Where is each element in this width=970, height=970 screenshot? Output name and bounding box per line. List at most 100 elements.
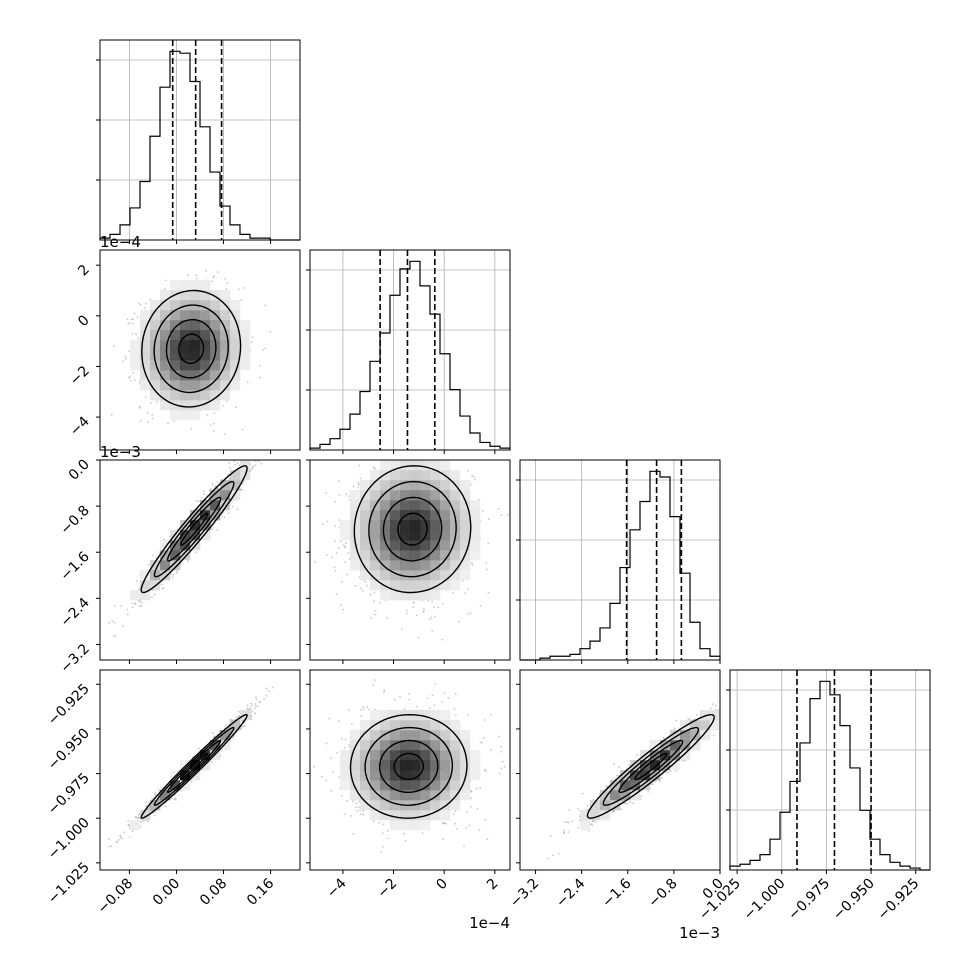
density-cell	[420, 500, 431, 511]
scatter-point	[340, 540, 342, 543]
density-cell	[210, 330, 221, 341]
density-cell	[350, 530, 361, 541]
histogram-step	[520, 470, 721, 661]
scatter-point	[129, 322, 132, 324]
scatter-point	[370, 617, 373, 619]
density-cell	[420, 550, 431, 561]
scatter-point	[138, 605, 141, 607]
density-cell	[400, 550, 411, 561]
marginal-panel-0	[96, 39, 301, 244]
density-cell	[190, 280, 201, 291]
density-cell	[440, 540, 451, 551]
density-cell	[170, 370, 181, 381]
density-cell	[470, 500, 481, 511]
density-cell	[140, 370, 151, 381]
density-cell	[410, 460, 421, 471]
density-cell	[430, 480, 441, 491]
density-cell	[190, 320, 201, 331]
density-cell	[440, 500, 451, 511]
scatter-point	[131, 602, 134, 605]
panel-content	[110, 270, 272, 435]
density-cell	[470, 540, 481, 551]
scatter-point	[340, 581, 343, 583]
density-cell	[220, 380, 231, 391]
density-cell	[210, 380, 221, 391]
density-cell	[380, 510, 391, 521]
density-cell	[180, 280, 191, 291]
scatter-point	[190, 427, 193, 430]
scatter-point	[338, 494, 341, 496]
density-cell	[370, 470, 381, 481]
scatter-point	[138, 407, 141, 409]
scatter-point	[225, 400, 228, 403]
contour-line	[368, 480, 457, 578]
density-cell	[160, 540, 171, 551]
density-cell	[350, 500, 361, 511]
scatter-point	[374, 613, 376, 616]
scatter-point	[401, 628, 403, 631]
density-cell	[190, 370, 201, 381]
scatter-point	[138, 588, 141, 590]
density-cell	[440, 580, 451, 591]
density-cell	[170, 390, 181, 401]
scatter-point	[345, 493, 347, 495]
density-cell	[200, 360, 211, 371]
density-cell	[460, 540, 471, 551]
scatter-point	[252, 336, 254, 339]
histogram-step	[729, 680, 930, 871]
density-cell	[220, 310, 231, 321]
density-cell	[400, 590, 411, 601]
scatter-point	[175, 571, 178, 574]
density-cell	[410, 510, 421, 521]
density-cell	[380, 550, 391, 561]
scatter-point	[405, 612, 408, 615]
density-cell	[420, 570, 431, 581]
density-cell	[460, 500, 471, 511]
density-cell	[180, 400, 191, 411]
density-cell	[140, 350, 151, 361]
density-cell	[430, 520, 441, 531]
scatter-point	[113, 605, 116, 607]
scatter-point	[128, 376, 131, 379]
density-cell	[150, 330, 161, 341]
density-cell	[240, 330, 251, 341]
scatter-point	[209, 487, 212, 490]
scatter-point	[334, 540, 336, 542]
scatter-point	[113, 345, 115, 348]
scatter-point	[238, 288, 240, 291]
density-cell	[410, 590, 421, 601]
scatter-point	[234, 463, 237, 466]
histogram-step	[99, 50, 300, 241]
scatter-point	[195, 551, 198, 554]
scatter-point	[412, 601, 415, 604]
density-cell	[210, 360, 221, 371]
density-cell	[230, 350, 241, 361]
scatter-point	[258, 460, 260, 462]
density-cell	[400, 520, 411, 531]
scatter-point	[203, 493, 205, 496]
density-cell	[180, 360, 191, 371]
scatter-point	[221, 405, 224, 407]
scatter-point	[145, 302, 148, 305]
density-cell	[230, 380, 241, 391]
density-cell	[410, 560, 421, 571]
density-cell	[380, 560, 391, 571]
scatter-point	[126, 613, 129, 616]
scatter-point	[417, 636, 420, 639]
scatter-point	[161, 587, 164, 590]
density-cell	[200, 350, 211, 361]
scatter-point	[334, 500, 337, 503]
density-cell	[200, 340, 211, 351]
density-cell	[380, 570, 391, 581]
scatter-point	[163, 538, 166, 541]
density-cell	[220, 350, 231, 361]
pair-panel-2-1	[306, 459, 511, 664]
scatter-point	[352, 485, 355, 488]
scatter-point	[252, 465, 255, 467]
scatter-point	[110, 413, 113, 416]
density-cell	[200, 530, 211, 541]
density-cell	[430, 510, 441, 521]
density-cell	[140, 580, 151, 591]
density-cell	[360, 480, 371, 491]
density-cell	[180, 540, 191, 551]
